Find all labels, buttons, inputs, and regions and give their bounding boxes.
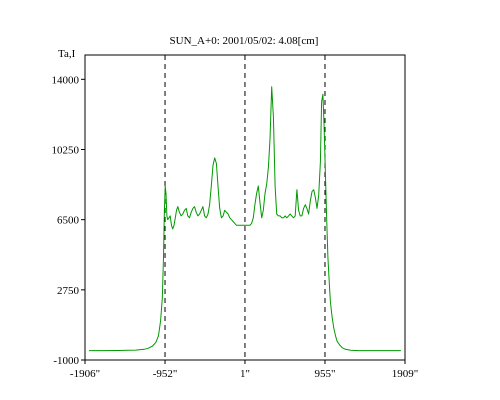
series-layer xyxy=(88,86,401,352)
x-tick-label-1: -952" xyxy=(153,368,178,380)
vertical-markers xyxy=(164,55,326,360)
y-tick-label-2: 6500 xyxy=(57,215,80,227)
x-tick-label-4: 1909" xyxy=(392,368,419,380)
x-tick-label-2: 1" xyxy=(240,368,250,380)
axis-ticks: -1906" -952" 1" 955" 1909" 14000 10250 6500 2750… xyxy=(52,74,419,380)
y-tick-label-1: 10250 xyxy=(52,144,80,156)
x-tick-label-0: -1906" xyxy=(70,368,100,380)
y-tick-label-4: -1000 xyxy=(53,355,79,367)
chart-title: SUN_A+0: 2001/05/02: 4.08[cm] xyxy=(170,35,319,47)
y-tick-label-3: 2750 xyxy=(57,285,80,297)
y-axis-label: Ta,I xyxy=(58,48,76,60)
y-tick-label-0: 14000 xyxy=(52,74,80,86)
x-tick-label-3: 955" xyxy=(314,368,335,380)
series-line-0 xyxy=(88,86,401,352)
